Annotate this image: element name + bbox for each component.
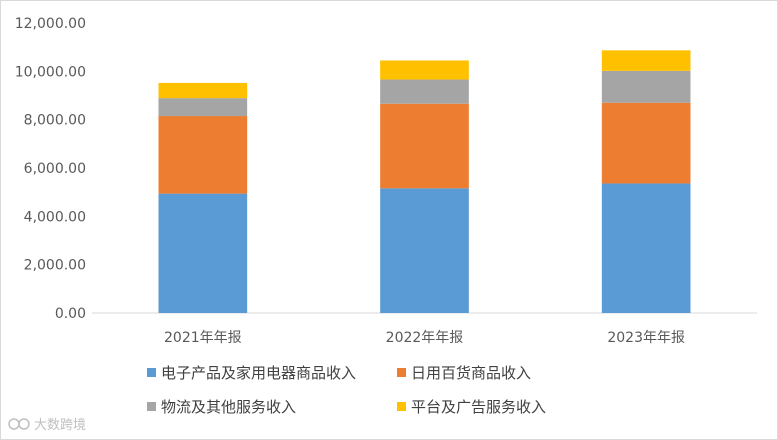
legend-label: 物流及其他服务收入	[161, 398, 296, 416]
bar-segment-3-2023年年报	[601, 70, 691, 103]
bar-segment-4-2022年年报	[380, 60, 469, 80]
y-tick-label: 12,000.00	[15, 16, 86, 32]
bar-segment-1-2022年年报	[380, 188, 469, 313]
legend-swatch	[397, 402, 406, 411]
x-tick-label: 2021年年报	[164, 330, 242, 346]
x-tick-label: 2023年年报	[607, 330, 685, 346]
y-tick-label: 4,000.00	[24, 209, 86, 225]
bars-group	[158, 50, 691, 313]
bar-segment-4-2023年年报	[601, 50, 691, 71]
bar-segment-4-2021年年报	[158, 82, 248, 99]
y-tick-label: 8,000.00	[24, 113, 86, 129]
y-tick-label: 6,000.00	[24, 161, 86, 177]
watermark-logo-icon	[8, 418, 20, 430]
bar-segment-2-2022年年报	[380, 103, 469, 189]
bar-segment-1-2021年年报	[158, 193, 248, 313]
y-tick-label: 0.00	[55, 306, 86, 322]
legend-swatch	[147, 368, 156, 377]
bar-segment-1-2023年年报	[601, 183, 691, 313]
legend-label: 日用百货商品收入	[411, 364, 531, 382]
y-tick-label: 10,000.00	[15, 64, 86, 80]
bar-segment-3-2022年年报	[380, 79, 469, 104]
legend-swatch	[397, 368, 406, 377]
watermark-logo-icon-2	[18, 418, 30, 430]
watermark: 大数跨境	[8, 418, 86, 433]
legend-swatch	[147, 402, 156, 411]
legend-label: 电子产品及家用电器商品收入	[161, 364, 356, 382]
legend-label: 平台及广告服务收入	[411, 398, 546, 416]
bar-segment-2-2021年年报	[158, 116, 248, 194]
y-tick-label: 2,000.00	[24, 258, 86, 274]
y-axis-ticks: 0.00 2,000.00 4,000.00 6,000.00 8,000.00 10,0…	[15, 16, 86, 322]
bar-segment-3-2021年年报	[158, 98, 248, 117]
bar-segment-2-2023年年报	[601, 102, 691, 184]
x-axis-ticks: 2021年年报 2022年年报 2023年年报	[164, 330, 685, 346]
watermark-text: 大数跨境	[34, 418, 86, 433]
x-tick-label: 2022年年报	[386, 330, 464, 346]
